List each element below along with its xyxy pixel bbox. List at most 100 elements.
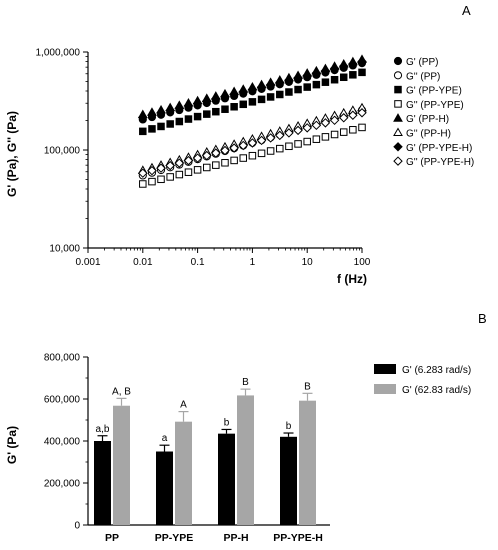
significance-label: b — [286, 421, 292, 432]
legend-marker — [393, 71, 403, 80]
scatter-point — [165, 160, 175, 171]
panel-label-b: B — [478, 311, 487, 326]
legend-marker — [394, 85, 402, 94]
bar-y-tick-label: 0 — [74, 521, 80, 532]
scatter-x-tick-label: 0.1 — [191, 257, 205, 268]
scatter-point — [183, 155, 194, 166]
scatter-series-6 — [138, 56, 367, 123]
scatter-point — [293, 73, 303, 83]
bar-category-label: PP-YPE — [155, 532, 194, 544]
scatter-point — [294, 85, 302, 94]
scatter-point — [358, 68, 366, 77]
scatter-point — [276, 90, 284, 99]
scatter-x-tick-label: 0.001 — [75, 257, 100, 268]
scatter-legend: G' (PP) G'' (PP) G' (PP-YPE) G'' (PP-YPE) G'… — [393, 56, 474, 168]
legend-entry: G' (6.283 rad/s) — [402, 365, 471, 376]
scatter-point — [221, 105, 229, 113]
scatter-point — [348, 110, 358, 120]
significance-label: B — [304, 381, 311, 392]
legend-marker — [393, 56, 403, 66]
bar-y-axis-label: G' (Pa) — [5, 426, 19, 464]
scatter-point — [175, 117, 184, 126]
scatter-point — [339, 128, 348, 136]
scatter-point — [284, 128, 294, 138]
scatter-point — [175, 170, 184, 179]
scatter-point — [257, 149, 266, 158]
scatter-point — [320, 66, 331, 76]
scatter-point — [302, 70, 312, 81]
scatter-point — [312, 80, 321, 89]
significance-label: b — [224, 417, 230, 428]
bar — [113, 405, 130, 525]
scatter-point — [229, 89, 239, 99]
scatter-point — [184, 115, 193, 123]
scatter-point — [238, 87, 248, 97]
scatter-point — [192, 153, 203, 163]
scatter-point — [349, 126, 357, 134]
scatter-point — [238, 140, 248, 151]
bar-y-tick-label: 200,000 — [44, 479, 81, 490]
scatter-point — [358, 123, 366, 132]
scatter-point — [220, 91, 230, 102]
scatter-point — [147, 110, 157, 120]
panel-label-a: A — [462, 3, 471, 18]
scatter-point — [193, 166, 202, 174]
scatter-x-tick-label: 0.01 — [133, 257, 153, 268]
bar-marks: a,b A, B a Ab Bb B — [94, 377, 316, 525]
scatter-series-7 — [138, 108, 367, 178]
scatter-point — [265, 133, 276, 143]
scatter-point — [203, 163, 211, 172]
scatter-y-tick-label: 100,000 — [44, 146, 81, 157]
legend-marker — [393, 142, 403, 152]
scatter-point — [321, 78, 330, 86]
significance-label: B — [242, 377, 249, 388]
scatter-point — [285, 142, 293, 151]
scatter-axes: 0.001 0.01 0.1 1 10 100 10,000 100,000 1,000,000 — [36, 48, 371, 269]
scatter-point — [139, 180, 147, 188]
scatter-point — [193, 112, 202, 121]
bar — [299, 400, 316, 525]
significance-label: a — [162, 433, 168, 444]
scatter-point — [247, 84, 258, 95]
bar — [237, 395, 254, 525]
legend-swatch — [374, 364, 396, 374]
scatter-point — [357, 56, 367, 67]
scatter-point — [293, 125, 303, 136]
bar-category-label: PP-H — [223, 532, 248, 544]
bar — [280, 436, 297, 525]
scatter-point — [338, 61, 349, 71]
scatter-point — [311, 68, 322, 78]
scatter-point — [239, 154, 248, 162]
scatter-series-3 — [139, 123, 366, 188]
legend-entry: G'' (PP-YPE-H) — [406, 157, 474, 168]
legend-entry: G' (62.83 rad/s) — [402, 385, 471, 396]
scatter-point — [276, 144, 284, 153]
scatter-point — [230, 103, 238, 111]
scatter-point — [302, 123, 312, 133]
scatter-point — [275, 130, 285, 141]
scatter-point — [174, 158, 185, 168]
scatter-point — [329, 115, 340, 126]
scatter-point — [202, 150, 212, 161]
scatter-point — [220, 145, 230, 156]
scatter-x-tick-label: 100 — [354, 257, 371, 268]
scatter-point — [329, 63, 340, 74]
scatter-point — [157, 122, 165, 131]
scatter-point — [156, 108, 166, 118]
legend-entry: G' (PP-H) — [406, 114, 449, 125]
scatter-point — [320, 118, 331, 128]
scatter-point — [138, 168, 148, 178]
scatter-x-axis-label: f (Hz) — [337, 272, 367, 286]
scatter-point — [239, 100, 248, 109]
legend-marker — [394, 100, 402, 108]
scatter-point — [157, 175, 165, 184]
scatter-point — [256, 135, 267, 146]
scatter-point — [221, 159, 229, 167]
scatter-point — [294, 140, 302, 148]
scatter-point — [166, 120, 174, 128]
scatter-point — [156, 163, 166, 173]
scatter-y-axis-label: G' (Pa), G'' (Pa) — [5, 111, 19, 197]
scatter-point — [357, 108, 367, 118]
scatter-point — [266, 93, 275, 101]
